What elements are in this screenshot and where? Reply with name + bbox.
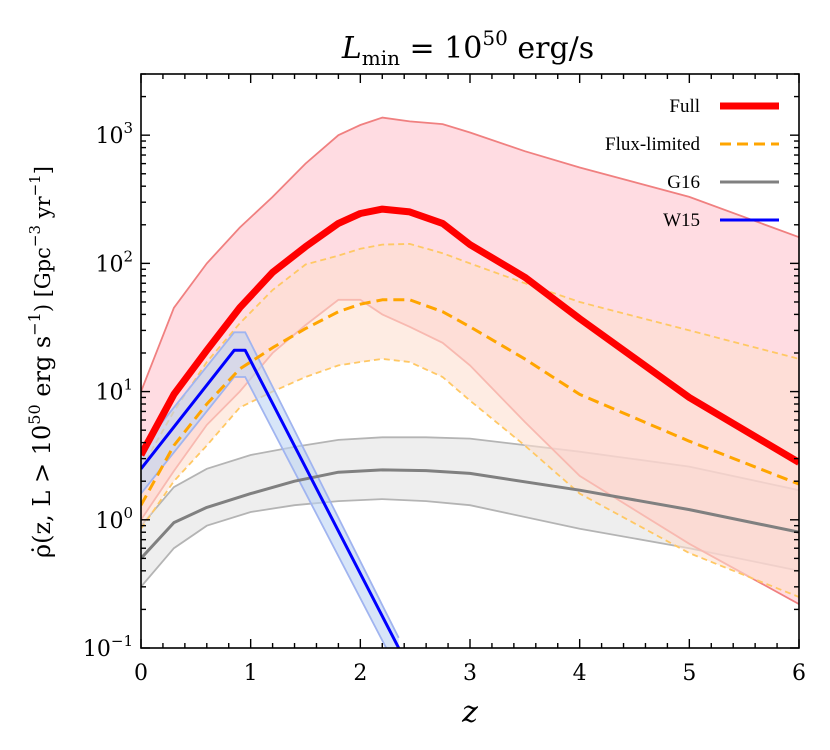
x-tick-label: 4	[573, 661, 587, 686]
x-tick-label: 3	[463, 661, 477, 686]
y-tick-label: 10−1	[83, 632, 133, 662]
full-line	[141, 205, 799, 466]
chart-title: Lmin = 1050 erg/s	[341, 26, 594, 70]
y-tick-label: 102	[95, 247, 133, 277]
flux-limited-line	[141, 298, 799, 506]
full-band-upper-edge	[141, 116, 799, 392]
x-axis-label: z	[461, 695, 478, 730]
g16-line	[141, 468, 799, 560]
legend-label-g16: G16	[667, 172, 700, 193]
x-tick-label: 2	[353, 661, 367, 686]
uncertainty-bands	[141, 116, 799, 648]
y-tick-label: 103	[95, 119, 133, 149]
g16-band-lower-edge	[141, 498, 799, 588]
flux-limited-band	[141, 243, 799, 597]
w15-band-upper-edge	[141, 331, 400, 639]
x-tick-label: 1	[244, 661, 258, 686]
w15-line	[141, 348, 401, 648]
flux-limited-band-lower-edge	[141, 357, 799, 598]
legend-label-flux-limited: Flux-limited	[605, 134, 701, 155]
w15-band	[141, 332, 399, 648]
legend: Full Flux-limited G16 W15	[605, 96, 779, 231]
x-tick-labels: 0 1 2 3 4 5 6	[134, 661, 806, 686]
legend-label-w15: W15	[663, 210, 700, 231]
y-tick-label: 101	[95, 376, 133, 406]
x-tick-label: 0	[134, 661, 148, 686]
w15-band-lower-edge	[141, 376, 388, 648]
axis-ticks	[140, 73, 800, 649]
x-tick-label: 5	[682, 661, 696, 686]
y-tick-labels: 10−1 100 101 102 103	[83, 119, 133, 662]
flux-limited-band-upper-edge	[141, 242, 799, 470]
y-axis-label: ρ̇(z, L > 1050 erg s−1) [Gpc−3 yr−1]	[25, 166, 56, 558]
x-tick-label: 6	[792, 661, 806, 686]
series-lines	[141, 205, 799, 648]
y-tick-label: 100	[95, 504, 133, 534]
legend-label-full: Full	[669, 96, 700, 117]
